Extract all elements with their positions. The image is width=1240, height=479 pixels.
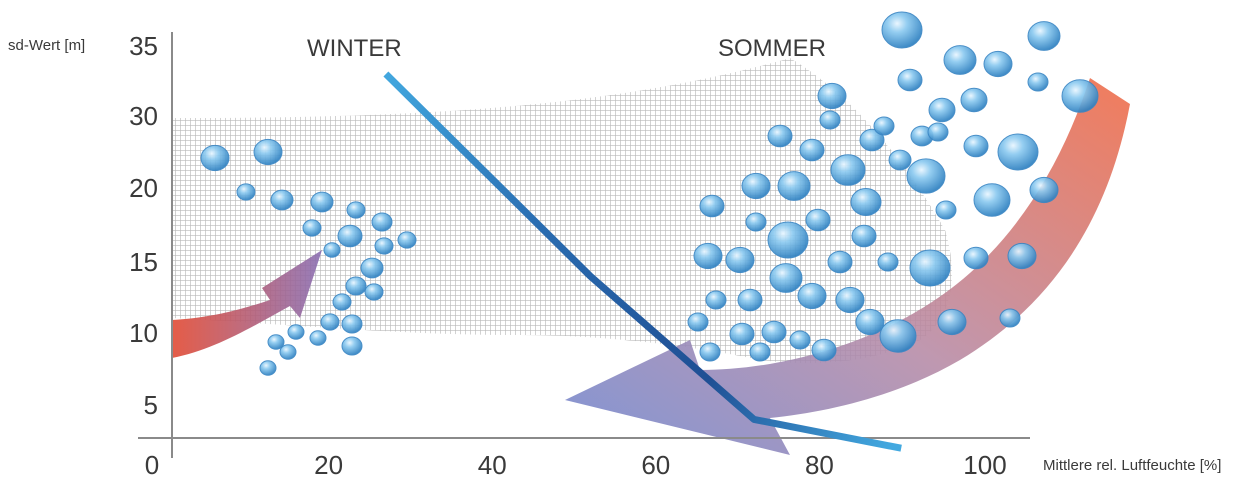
droplet-icon — [928, 97, 956, 123]
droplet-icon — [1029, 176, 1059, 204]
x-tick-label: 0 — [145, 450, 159, 479]
droplet-icon — [341, 314, 363, 334]
droplet-icon — [693, 242, 723, 270]
x-tick-label: 80 — [805, 450, 834, 479]
droplet-icon — [741, 172, 771, 200]
droplet-icon — [310, 191, 334, 213]
droplet-icon — [332, 293, 352, 311]
droplet-icon — [973, 183, 1011, 217]
droplet-icon — [1027, 21, 1061, 51]
x-tick-label: 20 — [314, 450, 343, 479]
droplet-icon — [699, 342, 721, 362]
droplet-icon — [877, 252, 899, 272]
y-tick-label: 30 — [129, 101, 158, 131]
droplet-icon — [737, 288, 763, 312]
y-tick-label: 15 — [129, 247, 158, 277]
droplet-icon — [1007, 242, 1037, 270]
droplet-icon — [888, 149, 912, 171]
x-tick-label: 40 — [478, 450, 507, 479]
droplet-icon — [345, 276, 367, 296]
y-tick-label: 10 — [129, 318, 158, 348]
droplet-icon — [371, 212, 393, 232]
droplet-icon — [337, 224, 363, 248]
droplet-icon — [855, 308, 885, 336]
droplet-icon — [897, 68, 923, 92]
droplet-icon — [200, 144, 230, 172]
droplet-icon — [320, 313, 340, 331]
x-tick-label: 100 — [963, 450, 1006, 479]
y-tick-label: 5 — [144, 390, 158, 420]
droplet-icon — [236, 183, 256, 201]
droplet-icon — [725, 246, 755, 274]
droplet-icon — [879, 319, 917, 353]
droplet-icon — [267, 334, 285, 350]
droplet-icon — [287, 324, 305, 340]
droplet-icon — [302, 219, 322, 237]
droplet-icon — [909, 249, 951, 287]
droplet-icon — [270, 189, 294, 211]
droplet-icon — [687, 312, 709, 332]
droplet-icon — [805, 208, 831, 232]
droplet-icon — [943, 45, 977, 75]
winter-arrow — [172, 250, 322, 358]
droplet-icon — [937, 308, 967, 336]
sd-value-line — [383, 71, 902, 452]
droplet-icon — [259, 360, 277, 376]
droplet-icon — [749, 342, 771, 362]
droplet-icon — [827, 250, 853, 274]
droplet-icon — [835, 286, 865, 314]
droplet-icon — [761, 320, 787, 344]
droplet-icon — [873, 116, 895, 136]
droplet-icon — [799, 138, 825, 162]
droplet-icon — [397, 231, 417, 249]
droplet-icon — [859, 128, 885, 152]
droplet-icon — [360, 257, 384, 279]
droplet-icon — [789, 330, 811, 350]
droplet-icon — [960, 87, 988, 113]
droplet-icon — [797, 282, 827, 310]
droplet-icon — [346, 201, 366, 219]
droplet-icon — [253, 138, 283, 166]
droplet-icon — [374, 237, 394, 255]
droplet-icon — [705, 290, 727, 310]
droplet-icon — [983, 50, 1013, 78]
droplet-icon — [745, 212, 767, 232]
winter-label: WINTER — [307, 35, 402, 62]
droplet-icon — [309, 330, 327, 346]
droplet-icon — [997, 133, 1039, 171]
droplet-icon — [777, 171, 811, 201]
droplet-icon — [699, 194, 725, 218]
droplet-icon — [364, 283, 384, 301]
droplet-icon — [881, 11, 923, 49]
droplet-icon — [767, 124, 793, 148]
droplet-icon — [323, 242, 341, 258]
droplet-icon — [729, 322, 755, 346]
droplet-icon — [1061, 79, 1099, 113]
x-axis-title: Mittlere rel. Luftfeuchte [%] — [1043, 457, 1221, 474]
droplet-icon — [769, 263, 803, 293]
droplet-icon — [851, 224, 877, 248]
droplet-icon — [906, 158, 946, 194]
y-axis-title: sd-Wert [m] — [8, 37, 85, 54]
droplet-icon — [279, 344, 297, 360]
droplet-icon — [963, 246, 989, 270]
droplet-icon — [830, 154, 866, 186]
y-tick-label: 35 — [129, 31, 158, 61]
summer-label: SOMMER — [718, 35, 826, 62]
droplet-icon — [935, 200, 957, 220]
droplet-icon — [963, 134, 989, 158]
droplet-icon — [850, 188, 882, 216]
droplet-icon — [999, 308, 1021, 328]
y-tick-label: 20 — [129, 173, 158, 203]
droplet-icon — [927, 122, 949, 142]
droplet-icon — [817, 82, 847, 110]
droplet-icon — [1027, 72, 1049, 92]
droplet-icon — [819, 110, 841, 130]
water-droplets — [200, 11, 1099, 376]
droplet-icon — [341, 336, 363, 356]
x-tick-label: 60 — [641, 450, 670, 479]
droplet-icon — [811, 338, 837, 362]
droplet-icon — [767, 221, 809, 259]
